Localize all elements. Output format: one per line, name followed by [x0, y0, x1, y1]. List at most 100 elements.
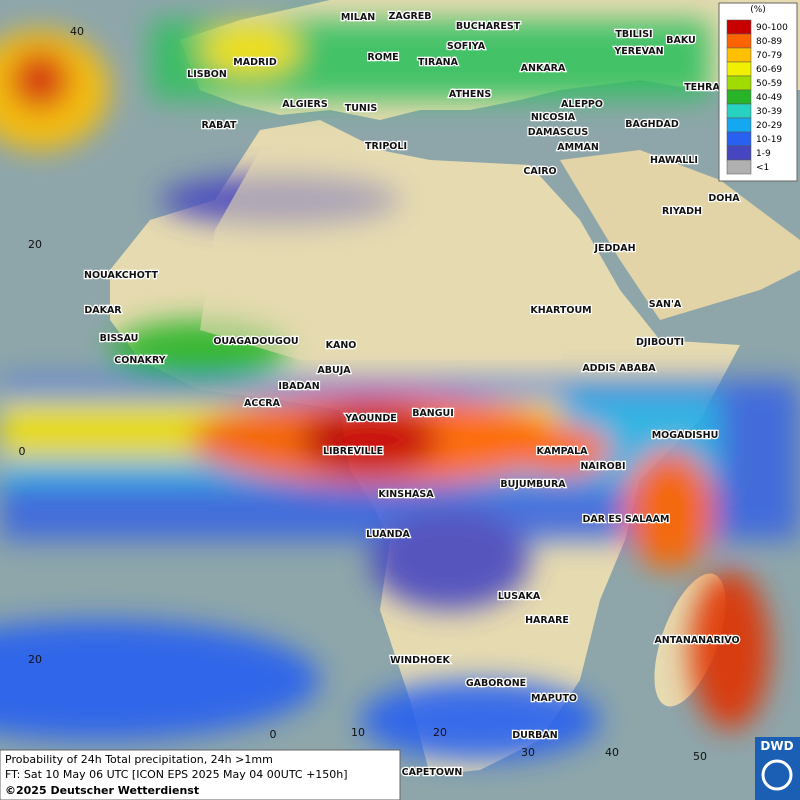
longitude-label: 30: [521, 746, 535, 759]
legend-label: <1: [756, 163, 769, 173]
city-label: LUANDA: [366, 529, 410, 540]
city-label: MAPUTO: [531, 693, 577, 704]
legend-label: 50-59: [756, 79, 782, 89]
city-label: RIYADH: [662, 206, 702, 217]
latitude-label: 20: [28, 238, 42, 251]
footer-copyright: ©2025 Deutscher Wetterdienst: [5, 784, 199, 797]
legend-label: 80-89: [756, 37, 782, 47]
legend-label: 1-9: [756, 149, 771, 159]
legend-swatch: [726, 33, 752, 49]
city-label: ABUJA: [317, 365, 351, 376]
footer-title: Probability of 24h Total precipitation, …: [5, 753, 273, 766]
city-label: NICOSIA: [531, 112, 576, 123]
city-label: LIBREVILLE: [323, 446, 383, 457]
city-label: CAIRO: [523, 166, 556, 177]
city-label: BANGUI: [412, 408, 454, 419]
city-label: KINSHASA: [378, 489, 434, 500]
legend-label: 90-100: [756, 23, 788, 33]
city-label: YEREVAN: [613, 46, 663, 57]
longitude-label: 50: [693, 750, 707, 763]
city-label: BAGHDAD: [625, 119, 679, 130]
city-label: TBILISI: [615, 29, 652, 40]
footer-forecast-time: FT: Sat 10 May 06 UTC [ICON EPS 2025 May…: [5, 768, 348, 781]
legend-swatch: [726, 47, 752, 63]
city-label: DURBAN: [512, 730, 558, 741]
legend-swatch: [726, 89, 752, 105]
city-label: RABAT: [201, 120, 237, 131]
legend-label: 60-69: [756, 65, 782, 75]
city-label: SAN'A: [649, 299, 682, 310]
city-label: ALEPPO: [561, 99, 603, 110]
legend: (%) 90-100 80-89 70-79 60-69 50-59 40-49 30-39…: [718, 2, 798, 182]
legend-swatch: [726, 159, 752, 175]
city-label: DAMASCUS: [528, 127, 589, 138]
city-label: TIRANA: [418, 57, 459, 68]
legend-swatch: [726, 61, 752, 77]
longitude-label: 10: [351, 726, 365, 739]
city-label: SOFIYA: [447, 41, 486, 52]
city-label: HAWALLI: [650, 155, 698, 166]
legend-swatch: [726, 103, 752, 119]
latitude-label: 40: [70, 25, 84, 38]
city-label: ANTANANARIVO: [654, 635, 739, 646]
city-label: BUCHAREST: [456, 21, 521, 32]
city-label: KANO: [326, 340, 357, 351]
legend-swatch: [726, 145, 752, 161]
city-label: NAIROBI: [580, 461, 625, 472]
city-label: TEHRA: [684, 82, 720, 93]
city-label: ACCRA: [244, 398, 281, 409]
legend-label: 70-79: [756, 51, 782, 61]
city-label: AMMAN: [557, 142, 599, 153]
legend-label: 10-19: [756, 135, 782, 145]
footer: Probability of 24h Total precipitation, …: [0, 749, 401, 800]
city-label: MOGADISHU: [652, 430, 719, 441]
city-label: ZAGREB: [388, 11, 431, 22]
city-label: JEDDAH: [593, 243, 635, 254]
city-label: NOUAKCHOTT: [84, 270, 158, 281]
city-label: ROME: [367, 52, 398, 63]
city-label: MADRID: [233, 57, 277, 68]
city-label: DAR ES SALAAM: [583, 514, 670, 525]
city-label: WINDHOEK: [390, 655, 450, 666]
city-label: ALGIERS: [282, 99, 328, 110]
legend-label: 30-39: [756, 107, 782, 117]
city-label: LUSAKA: [498, 591, 541, 602]
city-label: YAOUNDE: [344, 413, 396, 424]
labels: MILAN ZAGREB BUCHAREST TBILISI BAKU MADRID ROM…: [19, 10, 742, 780]
logo: DWD: [755, 737, 800, 800]
city-label: ADDIS ABABA: [582, 363, 656, 374]
legend-label: 40-49: [756, 93, 782, 103]
city-label: BISSAU: [100, 333, 139, 344]
city-label: GABORONE: [466, 678, 526, 689]
city-label: CAPETOWN: [402, 767, 463, 778]
city-label: OUAGADOUGOU: [213, 336, 298, 347]
city-label: DAKAR: [84, 305, 122, 316]
city-label: MILAN: [341, 12, 375, 23]
city-label: BAKU: [666, 35, 696, 46]
city-label: IBADAN: [278, 381, 319, 392]
latitude-label: 0: [19, 445, 26, 458]
legend-swatch: [726, 131, 752, 147]
city-label: KHARTOUM: [530, 305, 591, 316]
legend-label: 20-29: [756, 121, 782, 131]
city-label: BUJUMBURA: [500, 479, 566, 490]
city-label: LISBON: [187, 69, 227, 80]
city-label: TRIPOLI: [365, 141, 407, 152]
legend-swatch: [726, 19, 752, 35]
city-label: HARARE: [525, 615, 569, 626]
latitude-label: 20: [28, 653, 42, 666]
city-label: DJIBOUTI: [636, 337, 684, 348]
longitude-label: 20: [433, 726, 447, 739]
logo-text: DWD: [760, 739, 793, 753]
legend-unit: (%): [750, 5, 766, 15]
city-label: ANKARA: [521, 63, 566, 74]
city-label: KAMPALA: [536, 446, 588, 457]
longitude-label: 0: [270, 728, 277, 741]
city-label: CONAKRY: [114, 355, 166, 366]
legend-swatch: [726, 75, 752, 91]
city-label: ATHENS: [449, 89, 491, 100]
city-label: DOHA: [708, 193, 740, 204]
